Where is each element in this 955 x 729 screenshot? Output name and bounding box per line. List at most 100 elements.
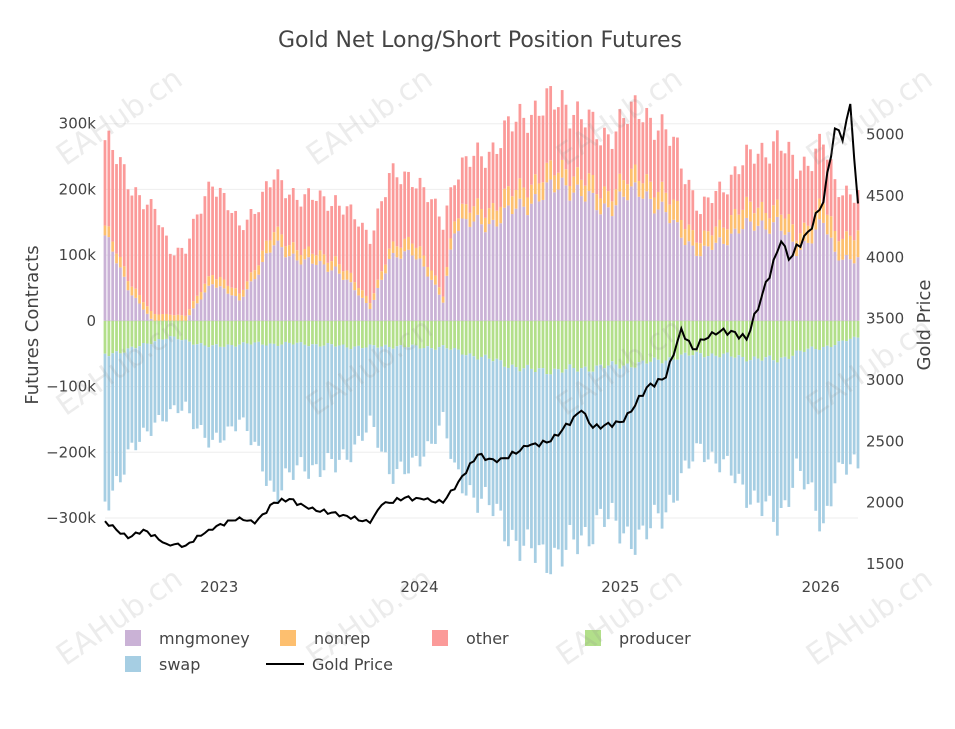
bar-other <box>437 216 441 288</box>
week-bar <box>664 129 668 513</box>
week-bar <box>833 179 837 484</box>
week-bar <box>172 255 176 406</box>
bar-producer <box>395 320 399 347</box>
bar-swap <box>599 364 602 509</box>
bar-swap <box>814 349 818 511</box>
bar-nonrep <box>195 295 199 304</box>
bar-producer <box>560 320 564 373</box>
bar-swap <box>603 368 606 527</box>
week-bar <box>318 190 322 477</box>
bar-nonrep <box>541 182 545 200</box>
bar-swap <box>453 347 456 463</box>
bar-nonrep <box>222 279 226 289</box>
bar-other <box>480 156 483 209</box>
bar-other <box>487 151 491 209</box>
bar-producer <box>122 320 126 353</box>
bar-other <box>376 208 380 280</box>
legend-label: other <box>466 629 509 648</box>
bar-mngmoney <box>606 207 610 321</box>
bar-mngmoney <box>695 255 699 321</box>
bar-producer <box>460 320 464 355</box>
bar-producer <box>357 320 360 346</box>
bar-producer <box>845 320 848 342</box>
bar-mngmoney <box>268 252 272 321</box>
bar-producer <box>376 320 380 348</box>
bar-swap <box>741 356 745 485</box>
bar-other <box>699 214 702 244</box>
bar-swap <box>791 355 795 488</box>
bar-nonrep <box>810 226 814 244</box>
week-bar <box>841 195 845 464</box>
bar-producer <box>564 320 568 370</box>
bar-swap <box>245 343 249 432</box>
bar-other <box>591 111 595 176</box>
bar-swap <box>422 348 426 457</box>
bar-producer <box>434 320 437 350</box>
week-bar <box>576 101 579 555</box>
bar-nonrep <box>553 175 556 193</box>
week-bar <box>226 210 230 427</box>
bar-swap <box>376 347 380 448</box>
bar-swap <box>626 363 629 527</box>
bar-swap <box>195 344 199 429</box>
bar-other <box>518 103 522 179</box>
bar-swap <box>372 345 376 427</box>
y-tick-label: 100k <box>59 246 97 264</box>
bar-other <box>633 95 637 165</box>
bar-swap <box>733 357 737 484</box>
bar-producer <box>591 320 595 372</box>
bar-nonrep <box>176 314 180 321</box>
week-bar <box>157 225 161 415</box>
bar-producer <box>361 320 364 349</box>
bar-swap <box>537 368 541 546</box>
bar-other <box>334 195 337 257</box>
bar-swap <box>545 374 549 573</box>
bar-other <box>622 118 626 181</box>
bar-producer <box>261 320 264 345</box>
bar-producer <box>414 320 418 346</box>
bar-mngmoney <box>549 179 553 321</box>
bar-other <box>330 206 334 262</box>
bar-swap <box>756 358 760 503</box>
bar-other <box>814 148 818 211</box>
bar-swap <box>652 357 656 505</box>
bar-other <box>218 187 222 278</box>
bar-nonrep <box>418 246 422 259</box>
bar-mngmoney <box>795 256 798 321</box>
bar-nonrep <box>614 189 618 206</box>
week-bar <box>476 142 480 513</box>
bar-mngmoney <box>510 214 514 321</box>
bar-swap <box>676 359 679 501</box>
bar-nonrep <box>476 198 480 215</box>
bar-mngmoney <box>345 279 349 321</box>
bar-nonrep <box>472 206 476 222</box>
bar-other <box>599 145 602 199</box>
bar-swap <box>191 344 195 430</box>
bar-mngmoney <box>645 191 649 321</box>
bar-nonrep <box>841 238 845 260</box>
bar-swap <box>722 353 725 460</box>
legend-label: producer <box>619 629 691 648</box>
bar-mngmoney <box>245 289 249 321</box>
bar-series <box>103 86 860 575</box>
bar-other <box>241 230 245 290</box>
bar-mngmoney <box>537 201 541 321</box>
bar-mngmoney <box>848 259 852 321</box>
week-bar <box>215 196 218 433</box>
week-bar <box>656 130 660 514</box>
week-bar <box>353 219 357 445</box>
bar-producer <box>168 320 172 337</box>
bar-other <box>261 191 264 251</box>
bar-other <box>460 157 464 204</box>
bar-mngmoney <box>249 281 253 321</box>
bar-nonrep <box>530 184 533 204</box>
legend-swatch-nonrep <box>280 630 296 646</box>
bar-nonrep <box>449 238 453 250</box>
week-bar <box>376 208 380 448</box>
bar-swap <box>180 340 184 411</box>
bar-mngmoney <box>218 286 222 321</box>
bar-other <box>837 197 841 242</box>
bar-swap <box>142 343 145 428</box>
bar-producer <box>134 320 138 349</box>
